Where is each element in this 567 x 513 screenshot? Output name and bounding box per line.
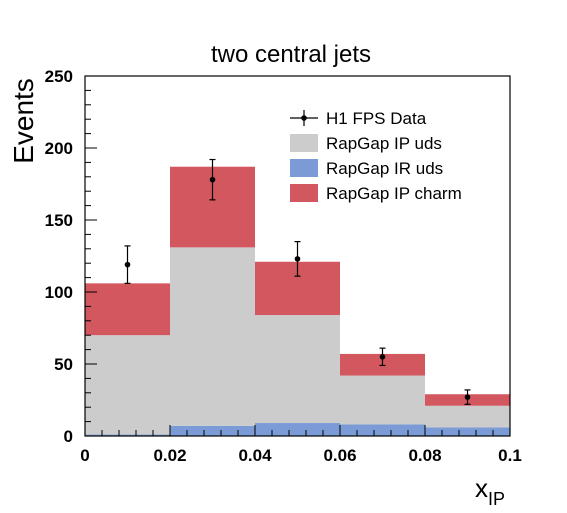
- y-axis-label: Events: [8, 78, 39, 164]
- legend-marker-point: [301, 115, 307, 121]
- legend-swatch: [290, 134, 318, 152]
- x-tick-label: 0.1: [498, 446, 522, 465]
- x-tick-label: 0.02: [153, 446, 186, 465]
- legend-swatch: [290, 159, 318, 177]
- bar-rapgap-ip-charm-bin-0: [85, 283, 170, 336]
- bar-rapgap-ip-uds-bin-1: [170, 247, 255, 426]
- data-point: [379, 354, 386, 360]
- data-point: [124, 261, 131, 268]
- data-point: [464, 394, 471, 400]
- bar-rapgap-ir-uds-bin-4: [425, 427, 510, 436]
- bar-rapgap-ip-uds-bin-2: [255, 315, 340, 424]
- legend-swatch: [290, 184, 318, 202]
- data-points: [124, 158, 471, 405]
- y-tick-label: 150: [45, 211, 73, 230]
- y-tick-label: 50: [54, 355, 73, 374]
- chart-title: two central jets: [211, 41, 371, 68]
- bar-rapgap-ip-uds-bin-0: [85, 335, 170, 435]
- bar-rapgap-ir-uds-bin-1: [170, 425, 255, 436]
- y-tick-label: 250: [45, 67, 73, 86]
- legend-label: H1 FPS Data: [326, 109, 427, 128]
- x-tick-label: 0.06: [323, 446, 356, 465]
- bar-rapgap-ir-uds-bin-3: [340, 424, 425, 436]
- x-axis-label-main: x: [475, 473, 488, 503]
- stacked-bars: [85, 166, 510, 436]
- plot-frame: 0 0.02 0.04 0.06 0.08 0.1 0 50 100 150 200 250: [45, 67, 522, 465]
- plot-border: [84, 75, 511, 437]
- bar-rapgap-ir-uds-bin-0: [85, 434, 170, 436]
- data-point: [209, 176, 216, 183]
- data-point: [294, 256, 301, 262]
- x-tick-label: 0.08: [408, 446, 441, 465]
- x-axis-label-subscript: IP: [488, 489, 505, 509]
- bar-rapgap-ip-uds-bin-3: [340, 375, 425, 425]
- legend-label: RapGap IR uds: [326, 159, 443, 178]
- bar-rapgap-ir-uds-bin-2: [255, 423, 340, 436]
- legend-label: RapGap IP uds: [326, 134, 442, 153]
- y-tick-label: 200: [45, 139, 73, 158]
- x-axis-label: xIP: [475, 473, 505, 509]
- x-tick-label: 0: [80, 446, 89, 465]
- y-tick-label: 100: [45, 283, 73, 302]
- y-tick-label: 0: [64, 427, 73, 446]
- x-tick-label: 0.04: [238, 446, 272, 465]
- legend-label: RapGap IP charm: [326, 184, 462, 203]
- legend: H1 FPS Data RapGap IP uds RapGap IR uds Rap…: [290, 109, 462, 203]
- bar-rapgap-ip-uds-bin-4: [425, 405, 510, 428]
